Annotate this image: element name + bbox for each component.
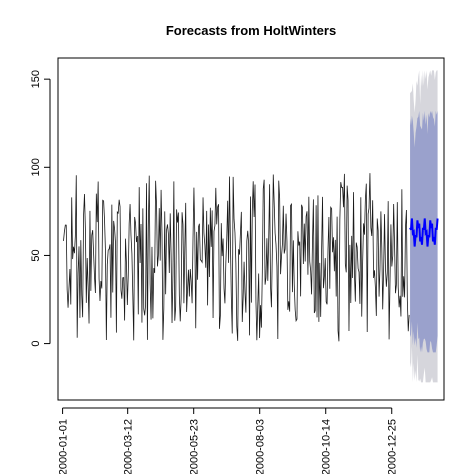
interval-80-band [410, 110, 438, 353]
x-tick-label: 2000-08-03 [255, 419, 267, 474]
x-tick-label: 2000-12-25 [387, 419, 399, 474]
x-tick-label: 2000-01-01 [58, 419, 70, 474]
x-tick-label: 2000-05-23 [189, 419, 201, 474]
x-tick-label: 2000-10-14 [321, 419, 333, 474]
y-tick-label: 150 [30, 70, 42, 88]
y-tick-label: 50 [30, 249, 42, 261]
chart-title: Forecasts from HoltWinters [166, 23, 336, 38]
x-tick-label: 2000-03-12 [123, 419, 135, 474]
y-tick-label: 0 [30, 341, 42, 347]
x-axis: 2000-01-01 2000-03-12 2000-05-23 2000-08-03… [58, 407, 399, 474]
y-tick-label: 100 [30, 158, 42, 176]
series-lines [63, 173, 439, 342]
plot-frame [57, 57, 445, 401]
y-axis: 0 50 100 150 [30, 70, 51, 347]
forecast-series-line [409, 218, 439, 247]
history-series-line [63, 173, 410, 342]
